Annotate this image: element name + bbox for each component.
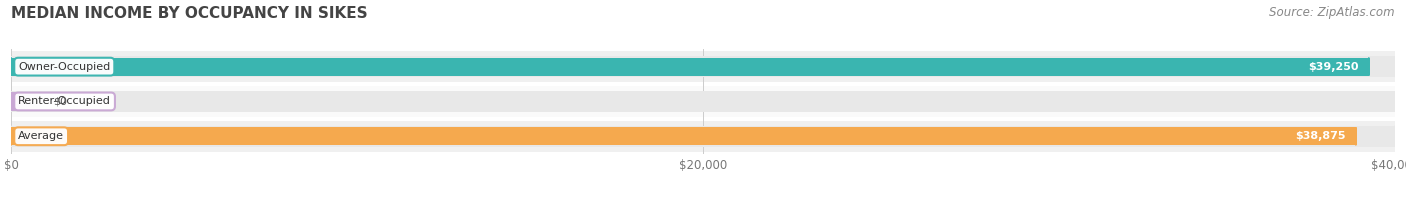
Text: Owner-Occupied: Owner-Occupied	[18, 62, 111, 72]
Text: $0: $0	[53, 97, 66, 106]
Bar	[11, 127, 1355, 145]
Text: MEDIAN INCOME BY OCCUPANCY IN SIKES: MEDIAN INCOME BY OCCUPANCY IN SIKES	[11, 6, 368, 21]
Bar	[11, 126, 1395, 147]
Text: $39,250: $39,250	[1308, 62, 1358, 72]
Text: $38,875: $38,875	[1295, 131, 1346, 141]
Text: Source: ZipAtlas.com: Source: ZipAtlas.com	[1270, 6, 1395, 19]
Bar	[11, 51, 1395, 82]
Bar	[11, 121, 1395, 152]
Bar	[11, 58, 1369, 76]
Text: Average: Average	[18, 131, 65, 141]
Text: Renter-Occupied: Renter-Occupied	[18, 97, 111, 106]
Bar	[11, 91, 1395, 112]
Bar	[11, 92, 39, 111]
Bar	[11, 56, 1395, 77]
Bar	[11, 86, 1395, 117]
